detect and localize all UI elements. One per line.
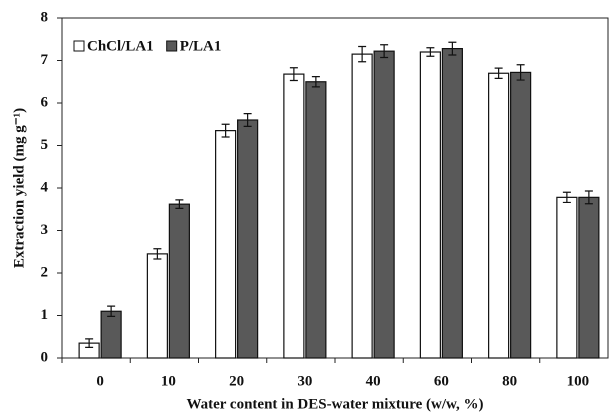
y-tick-label: 5 [41, 137, 49, 153]
bar [419, 51, 441, 359]
bar [578, 196, 600, 359]
bar [305, 81, 327, 359]
bar [351, 53, 373, 359]
bar [373, 50, 395, 359]
error-bar [562, 191, 571, 204]
error-bar [358, 45, 367, 63]
error-bar [107, 305, 116, 317]
y-tick-label: 1 [41, 307, 49, 323]
x-tick-label: 30 [297, 373, 312, 389]
x-tick-label: 40 [366, 373, 381, 389]
y-tick-label: 7 [41, 52, 49, 68]
bar [237, 119, 259, 359]
bar [441, 47, 463, 359]
x-tick-label: 100 [567, 373, 590, 389]
bar [556, 196, 578, 359]
error-bar [221, 123, 230, 138]
bar [488, 72, 510, 359]
y-tick-label: 4 [41, 179, 49, 195]
legend-label: P/LA1 [180, 38, 222, 54]
legend-swatch [166, 40, 178, 52]
x-tick-label: 10 [161, 373, 176, 389]
bar [215, 130, 237, 359]
error-bar [175, 199, 184, 209]
error-bar [494, 67, 503, 79]
legend-label: ChCl/LA1 [87, 38, 154, 54]
x-tick-label: 0 [96, 373, 104, 389]
legend-swatch [73, 40, 85, 52]
error-bar [380, 44, 389, 59]
y-tick-label: 6 [41, 94, 49, 110]
y-tick-label: 0 [41, 349, 49, 365]
bar [146, 253, 168, 359]
y-tick-label: 3 [41, 222, 49, 238]
y-tick-label: 2 [41, 264, 49, 280]
bar [168, 203, 190, 359]
error-bar [448, 41, 457, 56]
error-bar [584, 190, 593, 205]
y-tick-label: 8 [41, 9, 49, 25]
bar [510, 71, 532, 359]
x-tick-label: 80 [502, 373, 517, 389]
error-bar [516, 64, 525, 81]
x-tick-label: 20 [229, 373, 244, 389]
bar [283, 73, 305, 359]
x-axis-label: Water content in DES-water mixture (w/w,… [186, 396, 483, 412]
bar [100, 310, 122, 359]
error-bar [426, 47, 435, 57]
error-bar [85, 338, 94, 348]
error-bar [153, 248, 162, 260]
y-axis-label: Extraction yield (mg g⁻¹) [11, 108, 27, 268]
error-bar [289, 67, 298, 82]
x-tick-label: 60 [434, 373, 449, 389]
error-bar [311, 76, 320, 88]
error-bar [243, 113, 252, 127]
